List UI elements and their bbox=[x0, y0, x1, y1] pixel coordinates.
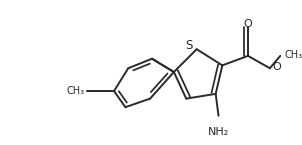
Text: NH₂: NH₂ bbox=[208, 127, 229, 137]
Text: CH₃: CH₃ bbox=[66, 86, 85, 96]
Text: O: O bbox=[244, 19, 252, 29]
Text: CH₃: CH₃ bbox=[284, 50, 302, 60]
Text: S: S bbox=[185, 39, 193, 52]
Text: O: O bbox=[273, 62, 281, 72]
